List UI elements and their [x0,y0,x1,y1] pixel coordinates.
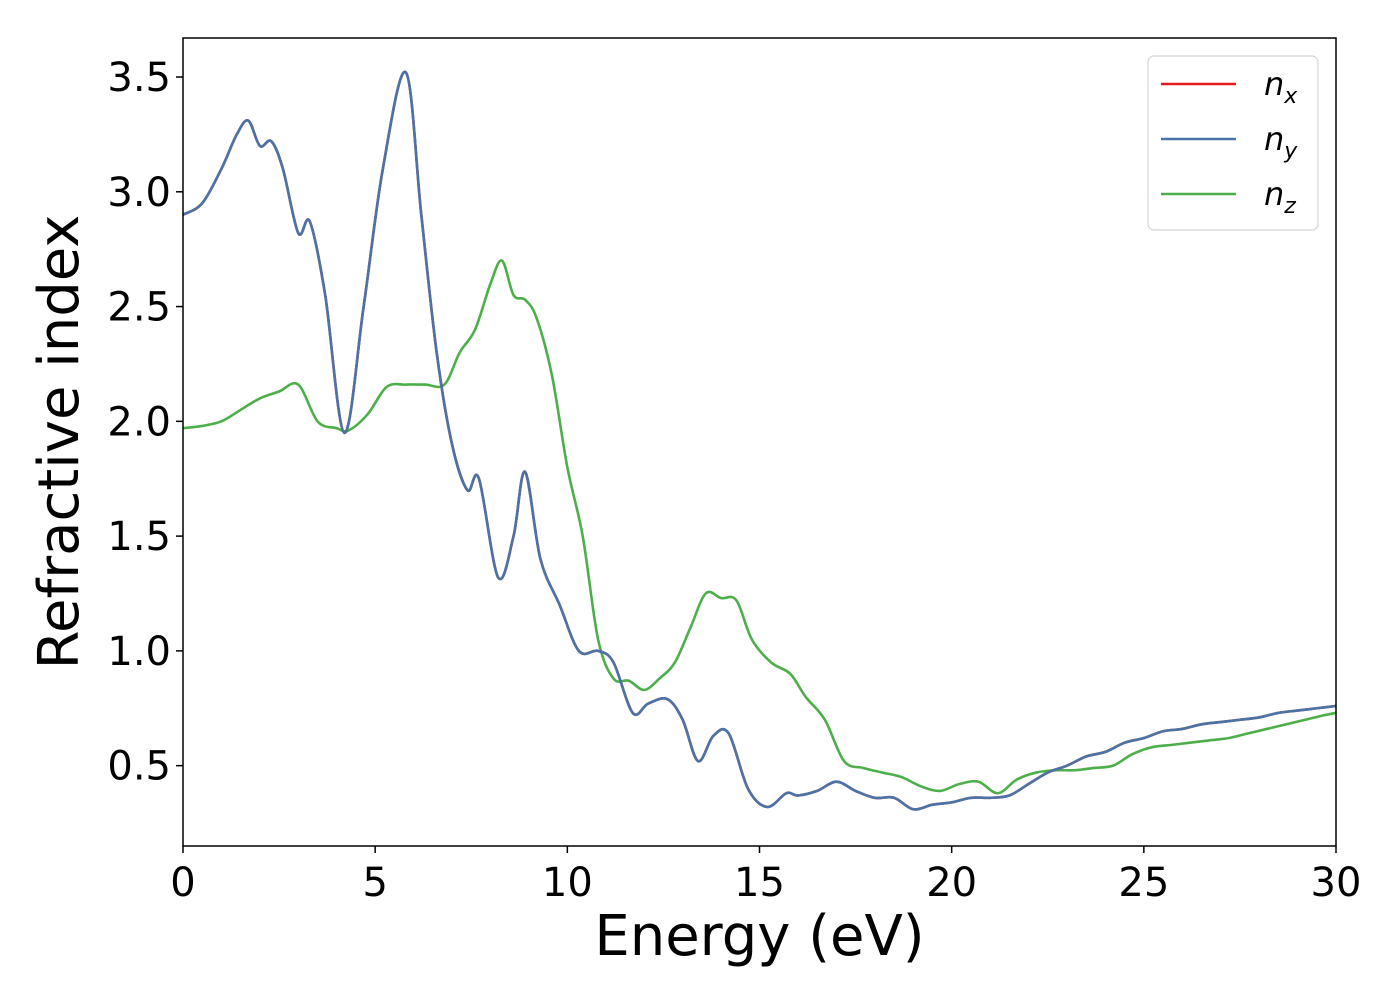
legend-box [1147,55,1319,231]
x-axis-ticks: 0 5 10 15 20 25 30 [170,846,1361,906]
y-axis-ticks: 0.5 1.0 1.5 2.0 2.5 3.0 3.5 [107,55,183,790]
y-tick-label: 2.5 [107,285,171,331]
legend-label-z: nz [1264,175,1296,219]
y-tick-label: 3.5 [107,55,171,101]
x-tick-label: 5 [362,860,387,906]
series-line-y [183,70,1336,811]
x-tick-label: 10 [542,860,593,906]
legend-label-y: ny [1264,120,1298,164]
x-tick-label: 25 [1118,860,1169,906]
x-tick-label: 0 [170,860,195,906]
y-tick-label: 1.0 [107,629,171,675]
y-tick-label: 0.5 [107,744,171,790]
x-tick-label: 20 [926,860,977,906]
series-line-z [183,259,1336,795]
y-tick-label: 2.0 [107,399,171,445]
x-tick-label: 15 [734,860,785,906]
y-tick-label: 1.5 [107,514,171,560]
legend-label-x: nx [1264,65,1298,109]
x-tick-label: 30 [1311,860,1362,906]
y-tick-label: 3.0 [107,170,171,216]
y-axis-label: Refractive index [27,215,92,670]
legend: nx ny nz [1147,55,1319,231]
x-axis-label: Energy (eV) [594,904,924,969]
series-lines-layer [183,70,1336,811]
